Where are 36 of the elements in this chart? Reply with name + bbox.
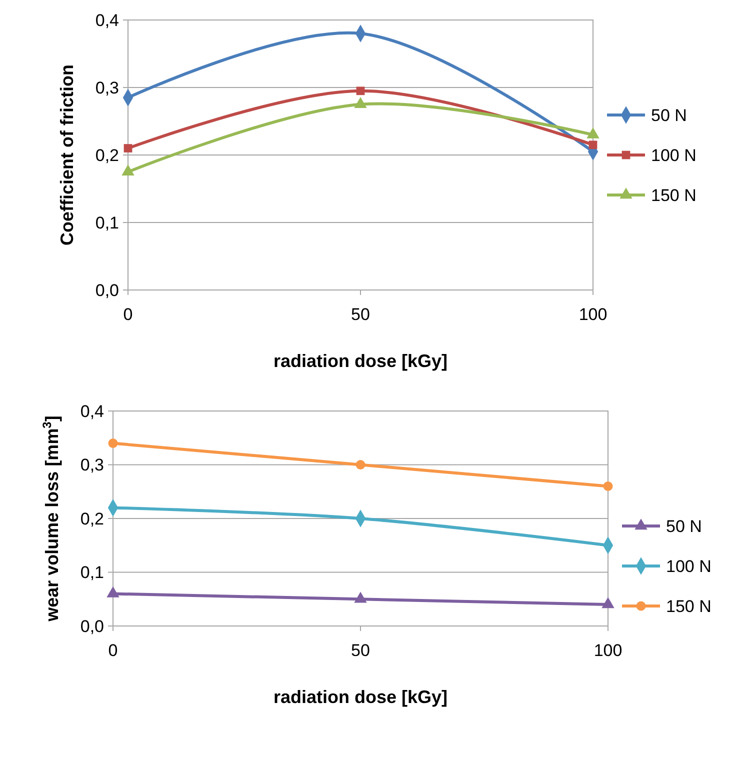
point xyxy=(122,164,134,176)
legend-label: 100 N xyxy=(666,556,712,576)
legend-label: 150 N xyxy=(651,186,696,205)
y-tick-label: 0,2 xyxy=(95,146,119,165)
point xyxy=(356,460,366,470)
y-tick-label: 0,3 xyxy=(80,456,104,475)
y-tick-label: 0,4 xyxy=(95,10,119,30)
point xyxy=(108,438,118,448)
y-tick-label: 0,1 xyxy=(95,213,119,232)
point xyxy=(602,597,614,608)
legend-label: 50 N xyxy=(666,516,702,536)
point xyxy=(603,482,613,491)
y-tick-label: 0,0 xyxy=(95,280,119,300)
point xyxy=(588,140,598,150)
y-tick-label: 0,2 xyxy=(80,509,104,528)
x-tick-label: 0 xyxy=(123,305,133,324)
y-tick-label: 0,0 xyxy=(80,616,104,636)
x-axis-title: radiation dose [kGy] xyxy=(273,687,448,707)
x-tick-label: 0 xyxy=(108,641,118,660)
legend-label: 150 N xyxy=(666,596,712,616)
y-tick-label: 0,4 xyxy=(80,402,104,421)
point xyxy=(124,144,132,152)
y-tick-label: 0,1 xyxy=(80,563,104,582)
point xyxy=(106,586,120,598)
x-tick-label: 50 xyxy=(351,641,370,660)
y-axis-title: Coefficient of friction xyxy=(57,64,77,246)
x-tick-label: 100 xyxy=(578,305,608,324)
point xyxy=(354,97,367,108)
x-tick-label: 100 xyxy=(594,641,622,660)
x-tick-label: 50 xyxy=(351,305,370,324)
x-axis-title: radiation dose [kGy] xyxy=(273,351,448,371)
legend-label: 50 N xyxy=(651,106,687,125)
legend-label: 100 N xyxy=(651,146,696,165)
point xyxy=(354,592,367,603)
y-tick-label: 0,3 xyxy=(95,78,119,98)
point xyxy=(356,86,365,96)
